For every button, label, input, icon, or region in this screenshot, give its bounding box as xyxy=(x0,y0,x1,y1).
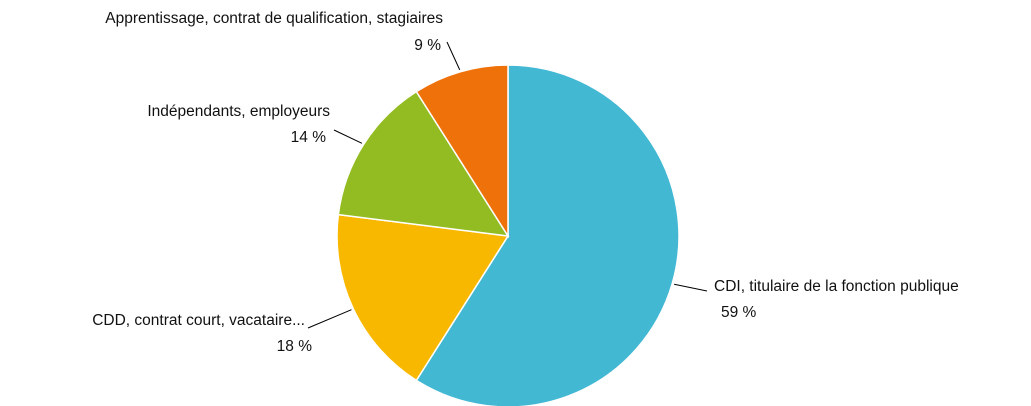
slice-value-cdi: 59 % xyxy=(721,304,757,321)
slice-value-independants: 14 % xyxy=(291,129,327,146)
leader-lines xyxy=(307,41,708,329)
slice-label-independants: Indépendants, employeurs xyxy=(147,103,330,120)
pie-slices xyxy=(336,64,680,406)
leader-line-cdd xyxy=(307,309,352,329)
leader-line-apprentissage xyxy=(446,41,461,71)
slice-label-apprentissage: Apprentissage, contrat de qualification,… xyxy=(105,10,443,27)
leader-line-independants xyxy=(333,129,363,144)
pie-slice-independants xyxy=(337,90,510,237)
leader-line-cdi xyxy=(674,283,708,292)
slice-value-apprentissage: 9 % xyxy=(414,37,441,54)
pie-slice-apprentissage xyxy=(415,64,509,239)
pie-slice-cdd xyxy=(336,213,510,382)
pie-slice-cdi xyxy=(415,64,680,406)
slice-label-cdd: CDD, contrat court, vacataire... xyxy=(92,312,305,329)
slice-value-cdd: 18 % xyxy=(277,338,313,355)
slice-label-cdi: CDI, titulaire de la fonction publique xyxy=(714,278,959,295)
